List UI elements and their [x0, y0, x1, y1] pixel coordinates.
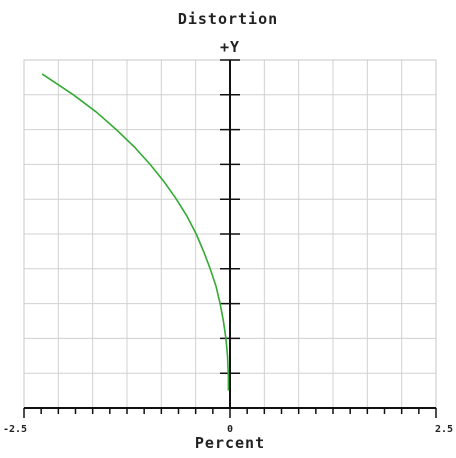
chart-title: Distortion [178, 10, 278, 28]
x-tick-label: -2.5 [3, 424, 27, 435]
x-tick-label: 2.5 [435, 424, 453, 435]
x-tick-label: 0 [227, 424, 233, 435]
axis-ticks [23, 59, 437, 418]
x-axis-label: Percent [195, 434, 265, 452]
distortion-curve [41, 73, 230, 391]
series-layer [41, 73, 230, 391]
y-axis-label: +Y [220, 38, 240, 56]
